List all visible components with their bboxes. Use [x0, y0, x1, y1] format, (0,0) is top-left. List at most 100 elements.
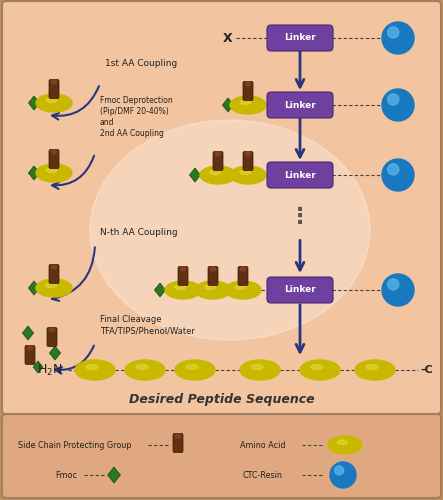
Ellipse shape — [240, 170, 251, 174]
Text: Final Cleavage
TFA/TIPS/Phenol/Water: Final Cleavage TFA/TIPS/Phenol/Water — [100, 315, 195, 335]
FancyBboxPatch shape — [267, 25, 333, 51]
FancyBboxPatch shape — [213, 152, 223, 171]
FancyBboxPatch shape — [243, 82, 253, 100]
Ellipse shape — [36, 164, 72, 182]
FancyBboxPatch shape — [2, 414, 441, 498]
FancyBboxPatch shape — [208, 266, 218, 285]
Ellipse shape — [186, 364, 198, 370]
Ellipse shape — [230, 96, 266, 114]
Ellipse shape — [210, 267, 216, 271]
Polygon shape — [28, 166, 39, 180]
FancyBboxPatch shape — [238, 266, 248, 285]
Text: Linker: Linker — [284, 170, 316, 179]
Ellipse shape — [49, 328, 55, 332]
Circle shape — [388, 279, 399, 290]
Ellipse shape — [205, 285, 216, 290]
Ellipse shape — [240, 360, 280, 380]
FancyBboxPatch shape — [2, 1, 441, 414]
Text: -C: -C — [420, 365, 433, 375]
Ellipse shape — [46, 168, 57, 172]
Polygon shape — [155, 283, 166, 297]
Ellipse shape — [36, 279, 72, 297]
FancyBboxPatch shape — [25, 346, 35, 364]
Polygon shape — [28, 96, 39, 110]
Ellipse shape — [210, 170, 221, 174]
Circle shape — [382, 22, 414, 54]
Ellipse shape — [311, 364, 323, 370]
Ellipse shape — [230, 166, 266, 184]
FancyBboxPatch shape — [267, 277, 333, 303]
Text: $\mathsf{H_2N}$: $\mathsf{H_2N}$ — [37, 362, 63, 378]
Text: 1st AA Coupling: 1st AA Coupling — [105, 59, 177, 68]
Polygon shape — [33, 361, 43, 373]
Text: Desired Peptide Sequence: Desired Peptide Sequence — [129, 394, 315, 406]
Text: Linker: Linker — [284, 286, 316, 294]
Ellipse shape — [240, 100, 251, 104]
Ellipse shape — [245, 82, 251, 86]
FancyBboxPatch shape — [243, 152, 253, 171]
Ellipse shape — [300, 360, 340, 380]
Text: Amino Acid: Amino Acid — [240, 440, 285, 450]
Circle shape — [388, 94, 399, 105]
FancyBboxPatch shape — [49, 80, 59, 98]
FancyBboxPatch shape — [178, 266, 188, 285]
FancyBboxPatch shape — [49, 150, 59, 169]
Circle shape — [382, 89, 414, 121]
Ellipse shape — [86, 364, 98, 370]
Polygon shape — [23, 326, 34, 340]
Ellipse shape — [165, 281, 201, 299]
Text: X: X — [223, 32, 233, 44]
Ellipse shape — [366, 364, 378, 370]
Ellipse shape — [175, 360, 215, 380]
Ellipse shape — [245, 152, 251, 156]
Text: CTC-Resin: CTC-Resin — [243, 470, 283, 480]
Text: Fmoc: Fmoc — [55, 470, 77, 480]
Ellipse shape — [195, 281, 231, 299]
FancyBboxPatch shape — [173, 434, 183, 452]
Ellipse shape — [251, 364, 263, 370]
Text: Fmoc Deprotection
(Pip/DMF 20-40%)
and
2nd AA Coupling: Fmoc Deprotection (Pip/DMF 20-40%) and 2… — [100, 96, 173, 138]
Ellipse shape — [51, 265, 57, 269]
Ellipse shape — [136, 364, 148, 370]
Polygon shape — [108, 467, 120, 483]
Circle shape — [388, 27, 399, 38]
Ellipse shape — [125, 360, 165, 380]
Ellipse shape — [235, 285, 246, 290]
Circle shape — [334, 466, 344, 475]
Circle shape — [382, 274, 414, 306]
Ellipse shape — [46, 283, 57, 288]
Ellipse shape — [51, 150, 57, 154]
FancyBboxPatch shape — [267, 162, 333, 188]
Circle shape — [330, 462, 356, 488]
Ellipse shape — [175, 434, 181, 438]
Polygon shape — [190, 168, 201, 182]
Polygon shape — [222, 98, 233, 112]
Ellipse shape — [180, 267, 186, 271]
Ellipse shape — [200, 166, 236, 184]
Ellipse shape — [225, 281, 261, 299]
Ellipse shape — [90, 120, 370, 340]
Ellipse shape — [51, 80, 57, 84]
Text: ⋮: ⋮ — [289, 208, 311, 228]
Circle shape — [388, 164, 399, 175]
Ellipse shape — [355, 360, 395, 380]
Text: Linker: Linker — [284, 100, 316, 110]
FancyBboxPatch shape — [267, 92, 333, 118]
Ellipse shape — [75, 360, 115, 380]
Text: Side Chain Protecting Group: Side Chain Protecting Group — [18, 440, 132, 450]
Ellipse shape — [240, 267, 246, 271]
Ellipse shape — [175, 285, 186, 290]
Polygon shape — [50, 346, 61, 360]
Ellipse shape — [215, 152, 221, 156]
Text: N-th AA Coupling: N-th AA Coupling — [100, 228, 178, 237]
Ellipse shape — [328, 436, 362, 454]
FancyBboxPatch shape — [49, 264, 59, 283]
Circle shape — [382, 159, 414, 191]
Text: Linker: Linker — [284, 34, 316, 42]
Ellipse shape — [46, 98, 57, 102]
Ellipse shape — [338, 440, 348, 444]
Polygon shape — [28, 281, 39, 295]
Ellipse shape — [27, 346, 33, 350]
FancyBboxPatch shape — [47, 328, 57, 346]
Ellipse shape — [36, 94, 72, 112]
